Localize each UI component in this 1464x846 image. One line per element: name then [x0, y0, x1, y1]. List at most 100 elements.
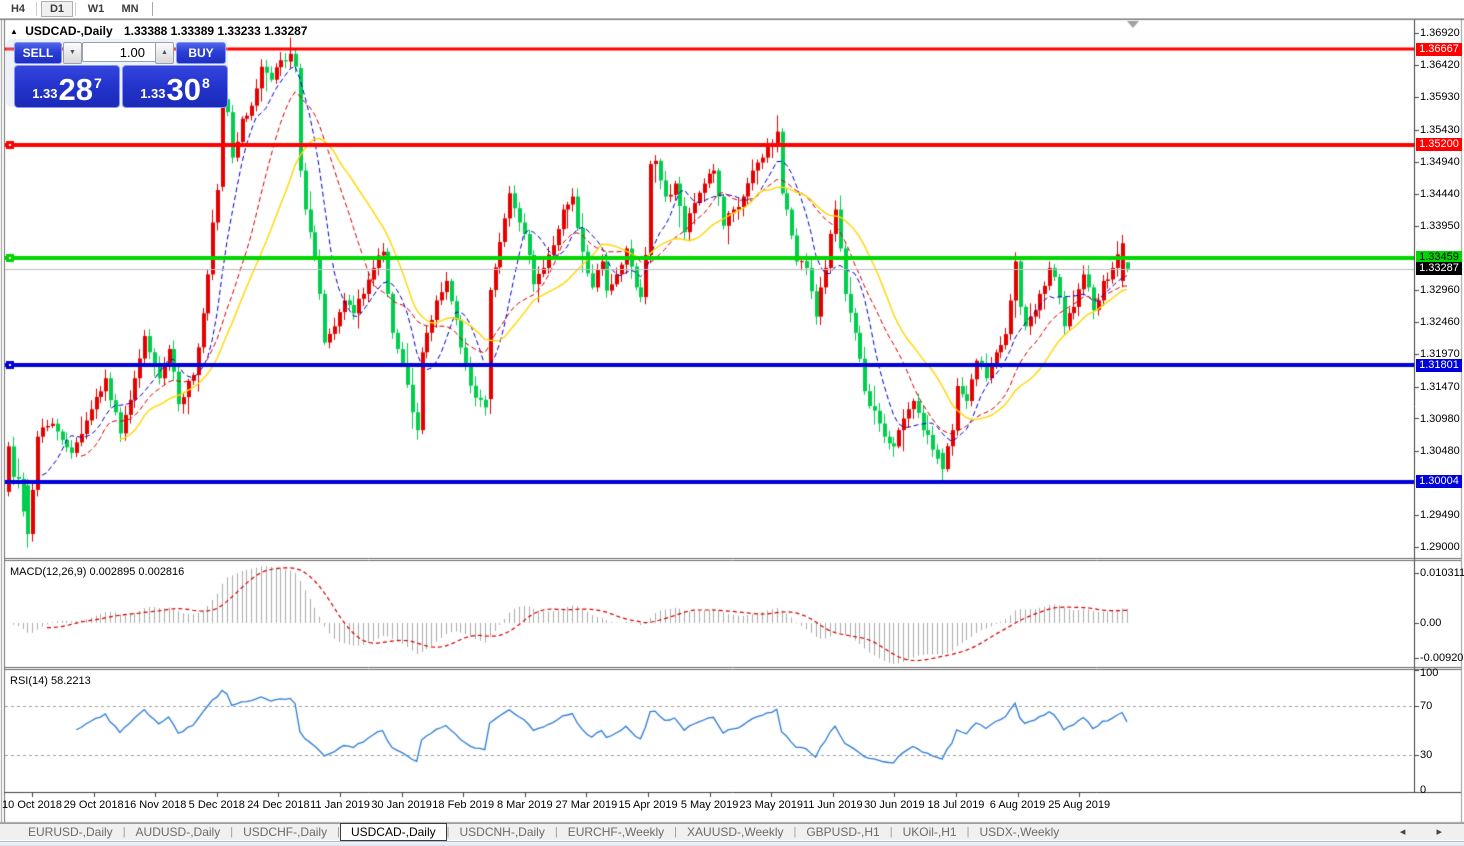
tab-usdcnh-daily[interactable]: USDCNH-,Daily	[459, 825, 545, 839]
price-tick-label: 1.35930	[1420, 91, 1460, 104]
collapse-panel-icon[interactable]: ▲	[10, 27, 18, 36]
tab-separator: |	[337, 826, 340, 838]
price-tick-label: 1.31470	[1420, 380, 1460, 393]
date-tick-label: 8 Mar 2019	[496, 799, 553, 811]
date-tick-label: 18 Feb 2019	[432, 799, 495, 811]
sell-price-prefix: 1.33	[32, 86, 58, 101]
tab-usdchf-daily[interactable]: USDCHF-,Daily	[243, 825, 328, 839]
tab-ukoil-h1[interactable]: UKOil-,H1	[902, 825, 957, 839]
tab-usdx-weekly[interactable]: USDX-,Weekly	[979, 825, 1060, 839]
tab-separator: |	[122, 826, 126, 838]
rsi-axis-label: 0	[1420, 784, 1427, 796]
price-tick-label: 1.34940	[1420, 155, 1460, 168]
buy-button[interactable]: BUY	[176, 42, 226, 64]
volume-input[interactable]	[82, 42, 158, 62]
timeframe-mn-button[interactable]: MN	[121, 3, 139, 15]
rsi-axis-label: 30	[1420, 749, 1433, 762]
ohlc-quote-values: 1.33388 1.33389 1.33233 1.33287	[123, 24, 308, 38]
tab-separator: |	[674, 826, 678, 838]
chart-window-title: ▲ USDCAD-,Daily 1.33388 1.33389 1.33233 …	[10, 24, 307, 38]
chevron-down-icon: ▼	[69, 49, 76, 56]
rsi-axis-label: 70	[1420, 700, 1433, 713]
timeframe-w1-button[interactable]: W1	[87, 3, 105, 15]
tab-usdcad-daily[interactable]: USDCAD-,Daily	[339, 823, 447, 841]
toolbar-separator	[36, 2, 37, 16]
buy-price-pips: 30	[166, 72, 201, 107]
symbol-tabbar: EURUSD-,Daily | AUDUSD-,Daily | USDCHF-,Dail…	[0, 823, 1464, 841]
price-tick-label: 1.30480	[1420, 444, 1460, 457]
status-bar	[0, 841, 1464, 846]
price-tick-label: 1.34440	[1420, 187, 1460, 200]
price-tick-label: 1.30980	[1420, 412, 1460, 425]
sell-price-pips: 28	[58, 72, 93, 107]
buy-price-button[interactable]: 1.33 30 8	[122, 65, 228, 108]
tab-scroll-arrows: ◂ ▸	[1400, 825, 1456, 838]
tab-eurchf-weekly[interactable]: EURCHF-,Weekly	[567, 825, 665, 839]
rsi-axis-label: 100	[1420, 666, 1439, 679]
date-tick-label: 30 Jun 2019	[864, 799, 925, 811]
tab-scroll-right-icon[interactable]: ▸	[1436, 826, 1456, 838]
date-tick-label: 23 May 2019	[739, 799, 803, 811]
price-badge: 1.31801	[1416, 358, 1462, 372]
price-badge: 1.33459	[1416, 251, 1462, 265]
timeframe-d1-button[interactable]: D1	[41, 1, 73, 17]
sell-button[interactable]: SELL	[14, 42, 62, 64]
date-tick-label: 30 Jan 2019	[371, 799, 432, 811]
price-tick-label: 1.35430	[1420, 123, 1460, 136]
sell-price-button[interactable]: 1.33 28 7	[14, 65, 120, 108]
date-tick-label: 24 Dec 2018	[247, 799, 310, 811]
tab-separator: |	[793, 826, 797, 838]
tab-scroll-left-icon[interactable]: ◂	[1399, 826, 1420, 838]
price-tick-label: 1.31970	[1420, 348, 1460, 361]
date-tick-label: 29 Oct 2018	[63, 799, 124, 811]
price-tick-label: 1.32460	[1420, 316, 1460, 329]
price-badge: 1.36667	[1416, 42, 1462, 56]
chevron-up-icon: ▲	[161, 49, 168, 56]
one-click-trading-panel: SELL ▼ ▲ BUY 1.33 28 7 1.33 30 8	[6, 39, 228, 108]
price-tick-label: 1.36420	[1420, 59, 1460, 72]
toolbar-separator	[75, 2, 76, 16]
tab-separator: |	[889, 826, 893, 838]
buy-price-point: 8	[202, 75, 210, 91]
macd-axis-min-label: -0.009203	[1420, 652, 1464, 664]
tab-separator: |	[230, 826, 234, 838]
buy-price-prefix: 1.33	[140, 86, 166, 101]
date-tick-label: 6 Aug 2019	[989, 799, 1046, 811]
date-tick-label: 5 May 2019	[680, 799, 739, 811]
symbol-period-title: USDCAD-,Daily	[25, 24, 113, 38]
timeframe-toolbar: H4 D1 W1 MN	[0, 0, 1464, 19]
date-tick-label: 15 Apr 2019	[618, 799, 678, 811]
date-tick-label: 27 Mar 2019	[555, 799, 618, 811]
date-tick-label: 5 Dec 2018	[188, 799, 245, 811]
price-badge: 1.33287	[1416, 262, 1462, 276]
rsi-indicator-label: RSI(14) 58.2213	[10, 675, 91, 687]
price-tick-label: 1.32960	[1420, 284, 1460, 296]
sell-price-point: 7	[94, 75, 102, 91]
tab-gbpusd-h1[interactable]: GBPUSD-,H1	[806, 825, 880, 839]
volume-increase-button[interactable]: ▲	[155, 42, 174, 64]
date-tick-label: 18 Jul 2019	[927, 799, 985, 811]
price-badge: 1.30004	[1416, 475, 1462, 489]
tab-xauusd-weekly[interactable]: XAUUSD-,Weekly	[687, 825, 784, 839]
date-tick-label: 10 Oct 2018	[2, 799, 62, 811]
price-tick-label: 1.29490	[1420, 509, 1460, 522]
volume-decrease-button[interactable]: ▼	[63, 42, 82, 64]
date-tick-label: 16 Nov 2018	[123, 799, 187, 811]
date-tick-label: 11 Jun 2019	[802, 799, 863, 811]
macd-axis-zero-label: 0.00	[1420, 616, 1442, 629]
toolbar-separator	[152, 2, 153, 16]
price-badge: 1.35200	[1416, 138, 1462, 152]
tab-eurusd-daily[interactable]: EURUSD-,Daily	[28, 825, 113, 839]
price-tick-label: 1.36920	[1420, 27, 1460, 39]
price-tick-label: 1.29000	[1420, 541, 1460, 553]
timeframe-h4-button[interactable]: H4	[10, 3, 26, 15]
tab-separator: |	[966, 826, 970, 838]
date-tick-label: 11 Jan 2019	[310, 799, 370, 811]
macd-indicator-label: MACD(12,26,9) 0.002895 0.002816	[10, 566, 185, 578]
tab-separator: |	[554, 826, 558, 838]
price-tick-label: 1.33950	[1420, 219, 1460, 232]
tab-separator: |	[446, 826, 450, 838]
date-tick-label: 25 Aug 2019	[1048, 799, 1111, 811]
tab-audusd-daily[interactable]: AUDUSD-,Daily	[135, 825, 221, 839]
